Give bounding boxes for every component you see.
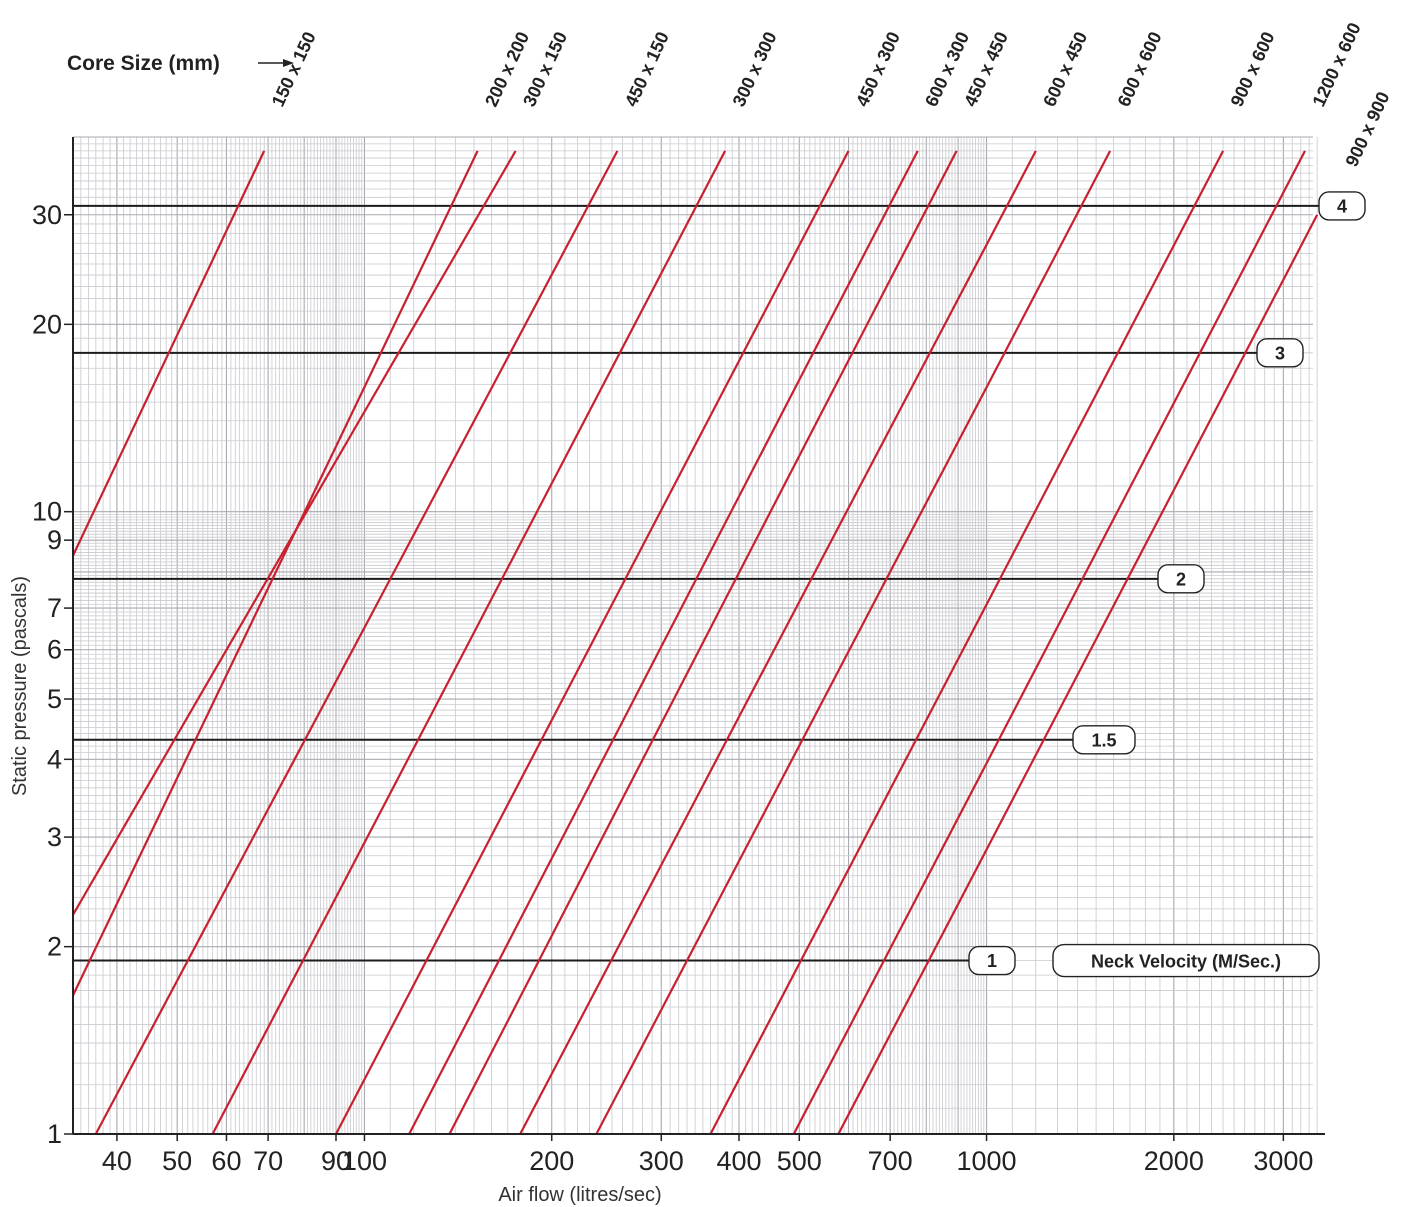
series-line-150-x-150 [72,150,266,557]
series-line-600-x-450 [519,150,1037,1135]
x-axis-title: Air flow (litres/sec) [498,1184,661,1206]
y-tick-label-2: 2 [47,932,62,962]
neck-velocity-badge-label: 1 [987,951,997,971]
axes [64,137,1325,1141]
neck-velocity-badge-2: 2 [1157,564,1205,594]
neck-velocity-badge-label: 3 [1275,343,1285,363]
series-line-300-x-150 [72,150,517,916]
core-size-label-600-x-600: 600 x 600 [1114,29,1166,110]
series-line-450-x-450 [448,150,958,1135]
neck-velocity-title-box [1052,943,1320,978]
x-tick-label-200: 200 [529,1146,574,1176]
x-tick-label-2000: 2000 [1144,1146,1204,1176]
series-line-900-x-600 [709,150,1225,1135]
y-tick-label-30: 30 [32,200,62,230]
core-size-label-450-x-150: 450 x 150 [621,29,673,110]
core-size-label-900-x-600: 900 x 600 [1227,29,1279,110]
x-tick-label-90: 90 [321,1146,351,1176]
series-line-200-x-200 [72,150,479,996]
series-line-1200-x-600 [792,150,1306,1135]
neck-velocity-badge-1-5: 1.5 [1072,725,1136,755]
core-size-arrow-head-icon [283,59,294,67]
neck-velocity-badge-box [1072,725,1136,755]
y-tick-label-5: 5 [47,684,62,714]
series-line-600-x-600 [595,150,1112,1135]
x-tick-label-1000: 1000 [957,1146,1017,1176]
core-size-lines [72,150,1319,1135]
x-tick-label-40: 40 [102,1146,132,1176]
x-tick-label-50: 50 [162,1146,192,1176]
neck-velocity-badge-box [1256,338,1304,368]
core-size-label-600-x-450: 600 x 450 [1039,29,1091,110]
series-line-900-x-900 [837,214,1319,1135]
y-tick-label-3: 3 [47,822,62,852]
x-tick-label-3000: 3000 [1253,1146,1313,1176]
neck-velocity-badge-1: 1 [968,945,1016,976]
neck-velocity-badge-label: 2 [1176,569,1186,589]
series-line-600-x-300 [408,150,919,1135]
x-tick-label-400: 400 [716,1146,761,1176]
y-tick-label-1: 1 [47,1119,62,1149]
core-size-title-text: Core Size (mm) [67,52,220,75]
y-tick-labels: 1 2 3 4 5 6 7 910 20 30 [32,200,62,1149]
y-tick-label-10: 10 [32,497,62,527]
neck-velocity-badge-label: 1.5 [1091,730,1116,750]
y-tick-label-4: 4 [47,744,62,774]
series-line-450-x-300 [335,150,850,1135]
neck-velocity-badge-box [1318,191,1366,221]
x-tick-label-300: 300 [639,1146,684,1176]
series-line-300-x-300 [211,150,727,1135]
x-tick-label-100: 100 [342,1146,387,1176]
neck-velocity-badge-4: 4 [1318,191,1366,221]
neck-velocity-badge-3: 3 [1256,338,1304,368]
core-size-label-1200-x-600: 1200 x 600 [1308,20,1364,110]
series-line-450-x-150 [94,150,619,1135]
neck-velocity-title: Neck Velocity (M/Sec.) [1091,952,1281,972]
core-size-title: Core Size (mm) [67,52,294,75]
y-tick-label-9: 9 [47,525,62,555]
neck-velocity-badge-box [968,945,1016,976]
y-axis-title: Static pressure (pascals) [9,576,31,796]
core-size-label-300-x-300: 300 x 300 [729,29,781,110]
neck-velocity-badge-box [1157,564,1205,594]
grid [72,136,1318,1135]
core-size-label-900-x-900: 900 x 900 [1341,89,1393,170]
x-tick-label-60: 60 [211,1146,241,1176]
neck-velocity-badge-label: 4 [1337,196,1347,216]
x-tick-label-70: 70 [253,1146,283,1176]
y-tick-label-6: 6 [47,635,62,665]
core-size-label-450-x-300: 450 x 300 [852,29,904,110]
x-tick-label-500: 500 [777,1146,822,1176]
core-size-label-150-x-150: 150 x 150 [268,29,320,110]
y-tick-label-7: 7 [47,593,62,623]
y-tick-label-20: 20 [32,309,62,339]
neck-velocity-badges: 1 1.5 2 3 4 Neck Velocity (M/Sec.) [968,191,1366,978]
neck-velocity-title-badge: Neck Velocity (M/Sec.) [1052,943,1320,978]
neck-velocity-lines [73,204,1319,962]
x-tick-label-700: 700 [868,1146,913,1176]
